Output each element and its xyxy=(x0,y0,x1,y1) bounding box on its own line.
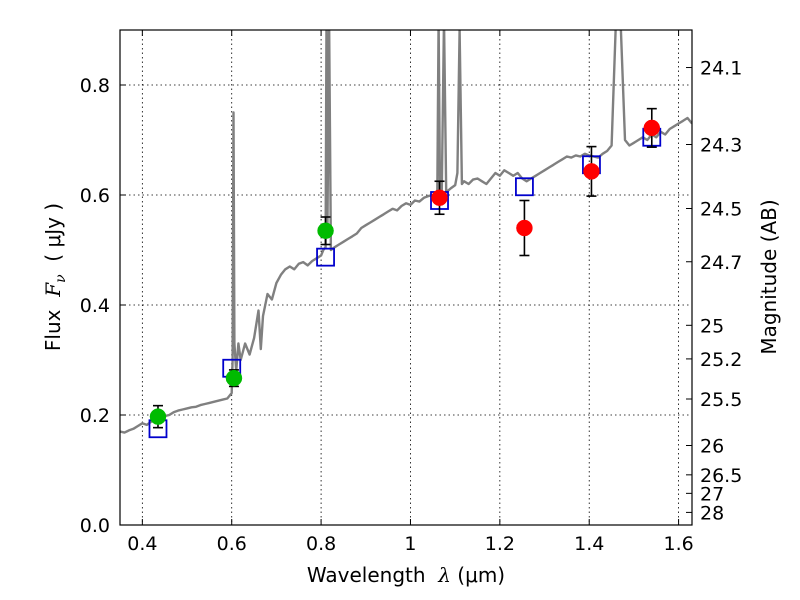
magnitude-tick-label: 25.2 xyxy=(700,349,742,371)
x-axis-title-symbol: λ xyxy=(437,563,451,587)
model-photometry-marker xyxy=(515,177,534,197)
y-tick-label: 0.0 xyxy=(80,515,110,537)
observed-point xyxy=(149,408,167,425)
y-axis-title-prefix: Flux xyxy=(41,297,65,351)
magnitude-tick-label: 25.5 xyxy=(700,389,742,411)
observed-point xyxy=(643,119,661,137)
axis-ticks: 0.4 0.6 0.8 1 1.2 1.4 1.6 0.0 0.2 0.4 0.6 0.8 24.1 24… xyxy=(80,30,742,555)
observed-point xyxy=(431,189,448,206)
observed-point xyxy=(317,222,334,239)
magnitude-tick-label: 24.5 xyxy=(700,199,742,221)
plot-background xyxy=(120,30,692,525)
spectrum-line xyxy=(120,30,692,434)
x-axis-title: Wavelength λ (μm) xyxy=(307,563,505,587)
x-axis-title-prefix: Wavelength xyxy=(307,563,438,587)
y-axis-title-subscript: ν xyxy=(53,274,69,283)
magnitude-tick-label: 24.3 xyxy=(700,134,742,156)
y-tick-label: 0.8 xyxy=(80,75,110,97)
spectrum-series xyxy=(120,30,692,434)
plot-frame xyxy=(119,29,693,526)
observed-photometry-series xyxy=(149,119,661,425)
magnitude-tick-label: 28 xyxy=(700,502,724,524)
y-tick-label: 0.6 xyxy=(80,185,110,207)
y-tick-label: 0.4 xyxy=(80,295,110,317)
magnitude-tick-label: 24.1 xyxy=(700,58,742,80)
x-tick-label: 1.2 xyxy=(485,533,515,555)
magnitude-tick-label: 24.7 xyxy=(700,252,742,274)
y-axis-title-symbol: F xyxy=(41,282,65,298)
model-photometry-marker xyxy=(316,247,335,267)
y-tick-label: 0.2 xyxy=(80,405,110,427)
right-axis-title: Magnitude (AB) xyxy=(757,199,781,354)
x-tick-label: 0.6 xyxy=(217,533,247,555)
observed-point xyxy=(225,369,243,387)
magnitude-tick-label: 27 xyxy=(700,483,724,505)
magnitude-tick-label: 26 xyxy=(700,436,724,458)
y-axis-title: Flux Fν ( μJy ) xyxy=(41,203,69,351)
x-tick-label: 1.4 xyxy=(574,533,604,555)
observed-point xyxy=(516,219,533,237)
magnitude-tick-label: 26.5 xyxy=(700,465,742,487)
x-axis-title-suffix: (μm) xyxy=(451,563,505,587)
x-tick-label: 0.8 xyxy=(306,533,336,555)
observed-point xyxy=(583,163,600,180)
y-axis-title-suffix: ( μJy ) xyxy=(41,203,65,275)
x-tick-label: 1.6 xyxy=(663,533,693,555)
x-tick-label: 1 xyxy=(404,533,416,555)
x-tick-label: 0.4 xyxy=(127,533,157,555)
magnitude-tick-label: 25 xyxy=(700,315,724,337)
